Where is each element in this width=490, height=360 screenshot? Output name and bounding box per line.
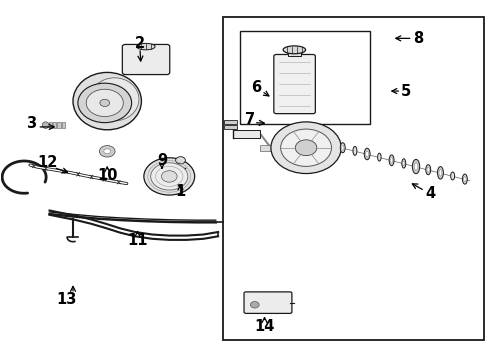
Text: 1: 1	[175, 184, 186, 199]
Bar	[289, 50, 301, 56]
Circle shape	[100, 99, 110, 107]
Circle shape	[295, 140, 317, 156]
Circle shape	[144, 158, 195, 195]
Ellipse shape	[342, 145, 344, 150]
Ellipse shape	[451, 172, 455, 180]
Ellipse shape	[427, 167, 429, 172]
Bar	[53, 122, 56, 128]
Ellipse shape	[378, 153, 381, 161]
Bar	[240, 31, 369, 125]
Ellipse shape	[402, 159, 406, 168]
Ellipse shape	[340, 143, 345, 153]
Ellipse shape	[90, 78, 139, 121]
Text: 10: 10	[97, 168, 118, 183]
Ellipse shape	[389, 155, 394, 166]
Ellipse shape	[366, 151, 368, 157]
Circle shape	[250, 302, 259, 308]
FancyBboxPatch shape	[244, 292, 292, 314]
Bar	[224, 126, 237, 129]
Text: 9: 9	[157, 153, 167, 168]
Circle shape	[104, 149, 111, 154]
Circle shape	[271, 122, 341, 174]
Circle shape	[86, 89, 123, 117]
Text: 11: 11	[127, 234, 148, 248]
Ellipse shape	[403, 161, 405, 166]
Ellipse shape	[463, 174, 467, 184]
Circle shape	[99, 145, 115, 157]
Circle shape	[161, 171, 177, 182]
Bar	[233, 130, 260, 138]
Text: 7: 7	[245, 112, 255, 127]
Ellipse shape	[137, 43, 155, 50]
Ellipse shape	[426, 165, 431, 175]
Text: 5: 5	[401, 84, 412, 99]
Circle shape	[151, 163, 188, 190]
Text: 3: 3	[26, 116, 36, 131]
Circle shape	[78, 83, 132, 123]
Bar	[57, 122, 61, 128]
Ellipse shape	[464, 177, 466, 181]
Ellipse shape	[414, 163, 418, 170]
Ellipse shape	[391, 158, 393, 163]
Ellipse shape	[283, 46, 306, 54]
Ellipse shape	[353, 147, 357, 156]
Bar	[260, 145, 271, 150]
Text: 4: 4	[426, 186, 436, 201]
Bar	[49, 122, 52, 128]
Circle shape	[175, 157, 185, 164]
Ellipse shape	[438, 167, 443, 179]
Ellipse shape	[364, 148, 370, 160]
Text: 6: 6	[251, 80, 261, 95]
Circle shape	[281, 129, 331, 166]
Ellipse shape	[439, 170, 442, 176]
Text: 2: 2	[135, 36, 145, 51]
Ellipse shape	[413, 159, 419, 174]
Bar	[223, 17, 485, 339]
Bar	[62, 122, 65, 128]
FancyBboxPatch shape	[122, 44, 170, 75]
Text: 8: 8	[414, 31, 423, 46]
FancyBboxPatch shape	[274, 54, 316, 114]
Text: 14: 14	[254, 319, 275, 334]
Ellipse shape	[42, 122, 49, 129]
Ellipse shape	[73, 72, 142, 130]
Text: 13: 13	[56, 292, 77, 307]
Text: 12: 12	[37, 155, 57, 170]
Bar	[224, 121, 237, 124]
